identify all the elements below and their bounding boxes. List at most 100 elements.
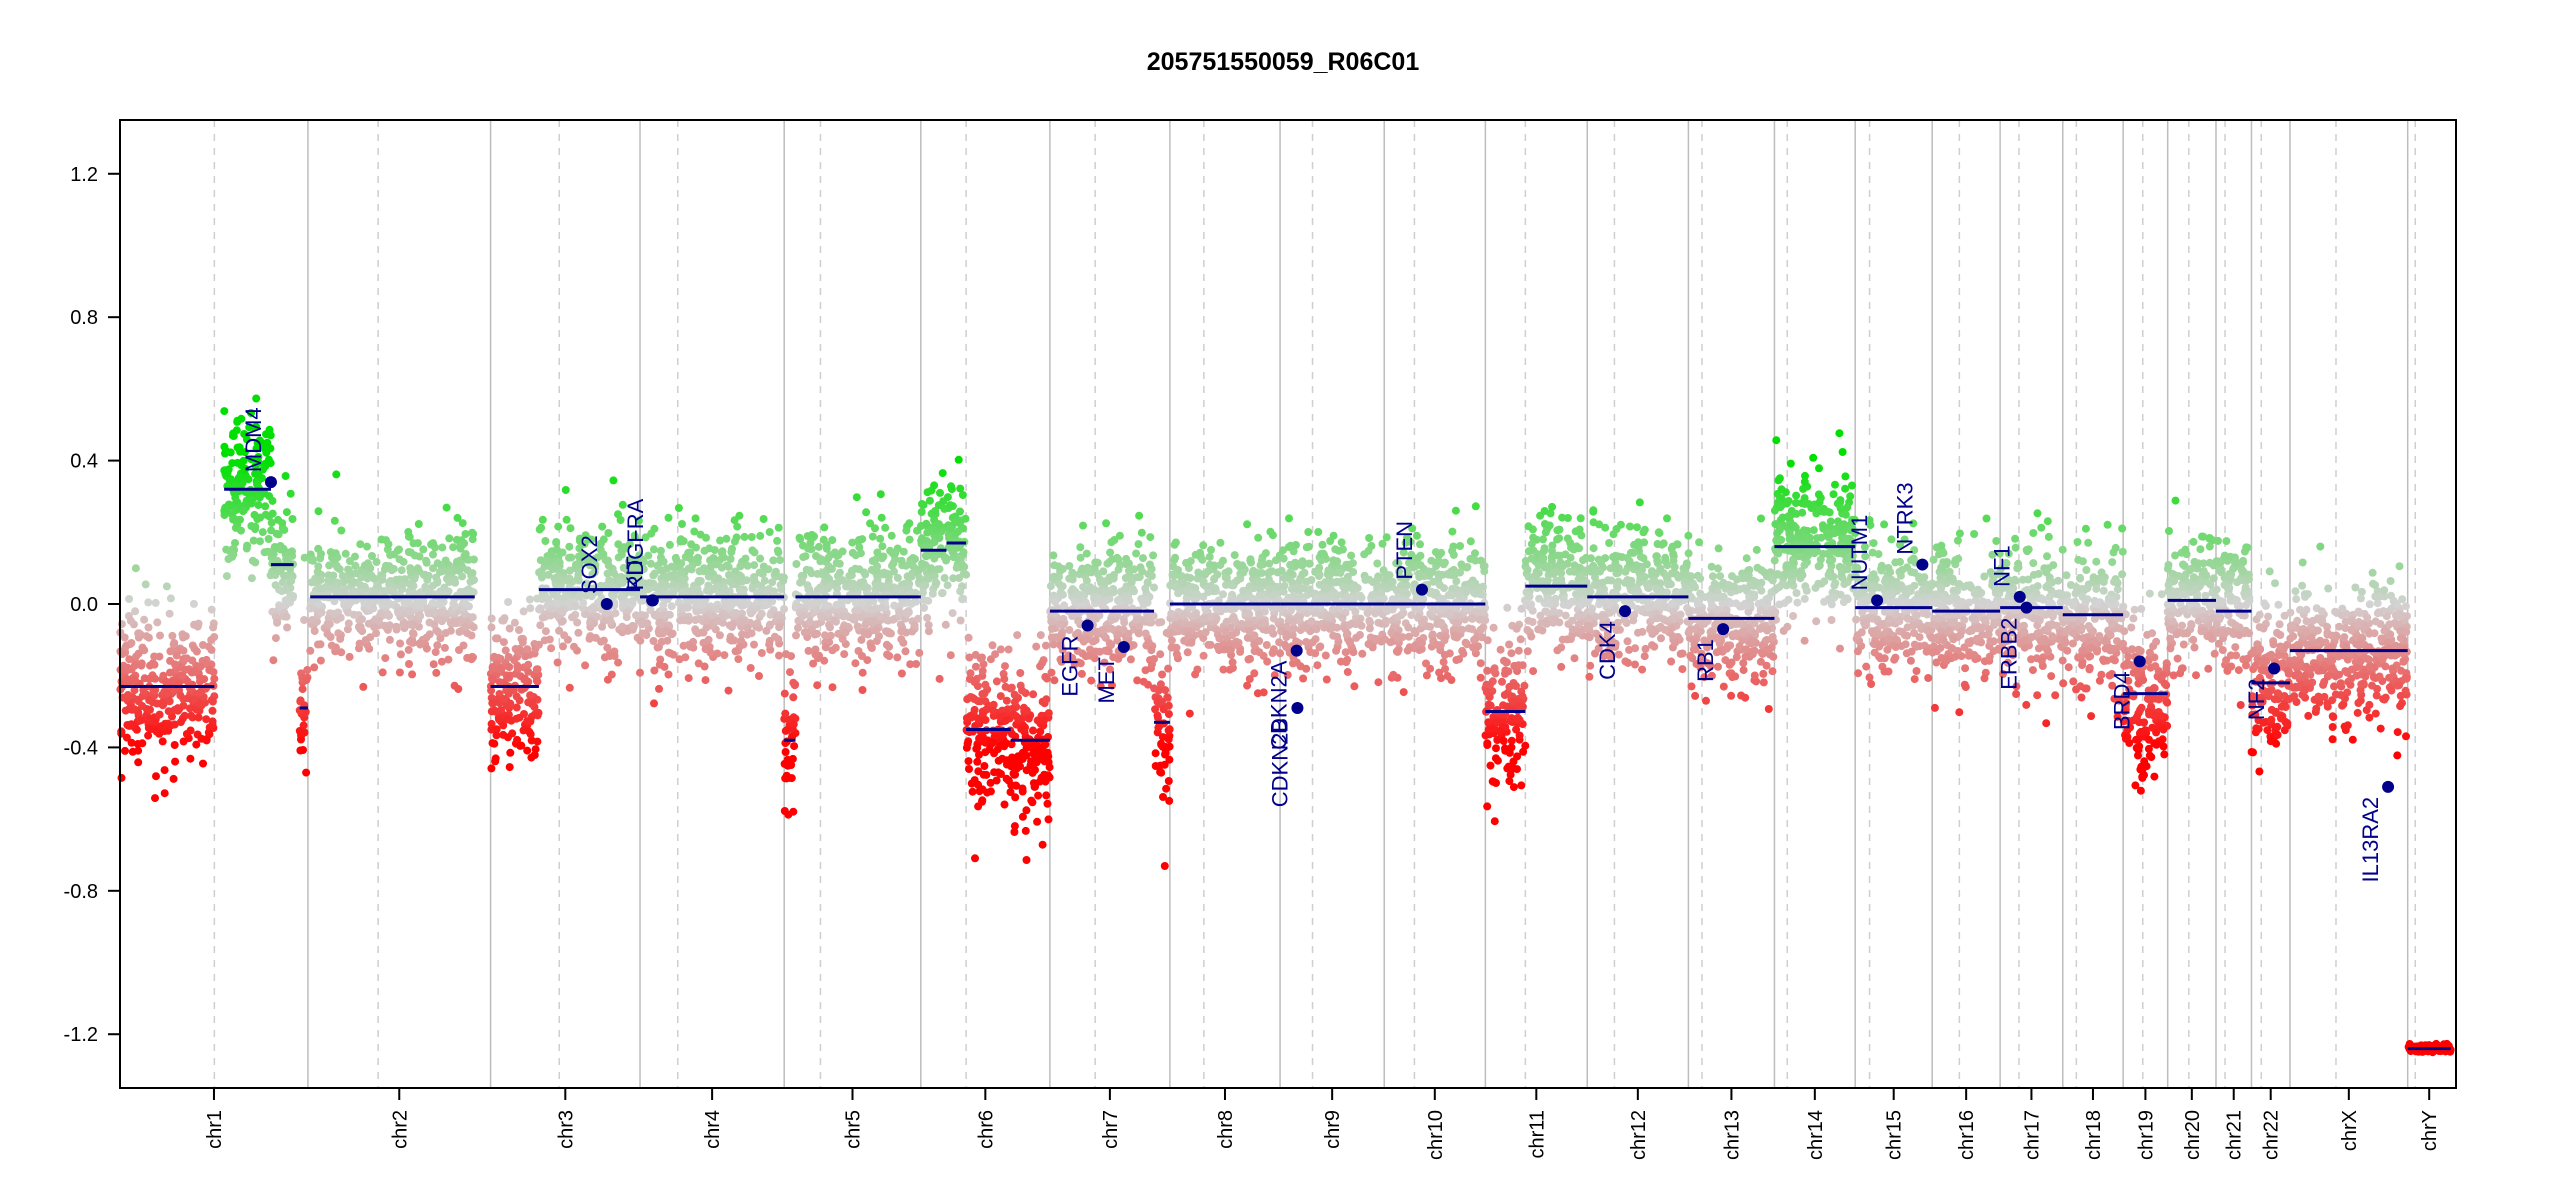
probe-point [1156, 761, 1165, 770]
probe-point [902, 526, 911, 535]
probe-point [254, 501, 263, 509]
probe-point [341, 549, 350, 558]
probe-point [1007, 683, 1016, 692]
probe-point [1110, 536, 1119, 544]
probe-point [140, 615, 149, 624]
probe-point [310, 627, 319, 636]
probe-point [601, 556, 610, 565]
probe-point [251, 462, 260, 470]
probe-point [125, 595, 134, 603]
probe-point [332, 470, 341, 479]
probe-point [1292, 637, 1301, 646]
probe-point [779, 573, 788, 582]
probe-point [406, 620, 415, 629]
probe-point [938, 469, 947, 478]
probe-point [1185, 709, 1194, 718]
probe-point [897, 635, 906, 644]
probe-point [680, 616, 689, 625]
probe-point [357, 588, 366, 597]
probe-point [1134, 540, 1143, 549]
probe-point [867, 644, 876, 652]
probe-point [166, 594, 175, 603]
probe-point [1041, 641, 1050, 650]
probe-point [541, 537, 550, 545]
probe-point [407, 548, 415, 557]
probe-point [581, 661, 590, 670]
probe-point [1158, 670, 1167, 679]
probe-point [838, 611, 847, 620]
probe-point [538, 515, 547, 524]
probe-point [199, 759, 207, 768]
probe-point [956, 616, 965, 625]
probe-point [271, 612, 280, 621]
probe-point [1350, 682, 1359, 691]
probe-point [618, 622, 627, 631]
probe-point [1463, 586, 1472, 595]
probe-point [1215, 634, 1224, 643]
probe-point [283, 623, 292, 632]
probe-point [207, 605, 216, 614]
probe-point [344, 608, 353, 617]
probe-point [970, 695, 979, 703]
probe-point [431, 648, 440, 657]
probe-point [491, 754, 500, 763]
probe-point [438, 543, 447, 552]
probe-point [1332, 646, 1341, 655]
probe-point [1392, 586, 1401, 595]
probe-point [1163, 693, 1172, 702]
probe-point [231, 539, 239, 547]
probe-point [370, 623, 379, 632]
probe-point [196, 662, 205, 671]
probe-point [636, 636, 645, 645]
probe-point [168, 631, 177, 640]
probe-point [288, 515, 297, 523]
probe-point [1164, 735, 1173, 744]
probe-point [687, 540, 696, 549]
probe-point [1239, 568, 1248, 577]
probe-point [221, 503, 230, 512]
probe-point [268, 496, 277, 505]
probe-point [430, 620, 439, 629]
probe-point [1160, 862, 1169, 870]
probe-point [451, 602, 460, 611]
probe-point [240, 430, 249, 438]
probe-point [964, 757, 973, 766]
probe-point [795, 533, 804, 542]
probe-point [721, 585, 730, 594]
probe-point [1440, 651, 1449, 659]
probe-point [130, 661, 139, 670]
probe-point [127, 738, 136, 747]
probe-point [461, 600, 470, 608]
probe-point [1318, 540, 1327, 549]
probe-point [1342, 560, 1351, 569]
probe-point [302, 676, 311, 685]
probe-point [192, 647, 201, 656]
probe-point [954, 527, 963, 536]
probe-point [657, 566, 666, 575]
probe-point [171, 757, 180, 766]
probe-point [506, 748, 515, 757]
probe-point [251, 522, 260, 531]
probe-point [158, 722, 167, 730]
probe-point [605, 616, 614, 625]
probe-point [727, 548, 736, 556]
probe-point [883, 650, 892, 659]
probe-point [1286, 560, 1295, 569]
probe-point [566, 566, 574, 575]
probe-point [1268, 649, 1277, 657]
probe-point [755, 587, 764, 596]
probe-point [299, 746, 307, 754]
probe-point [798, 577, 806, 585]
probe-point [835, 559, 844, 568]
probe-point [160, 789, 169, 798]
probe-point [1437, 618, 1446, 627]
probe-point [319, 584, 328, 593]
probe-point [1371, 609, 1380, 618]
probe-point [736, 562, 745, 571]
probe-point [456, 542, 465, 551]
probe-point [1289, 592, 1298, 600]
probe-point [1374, 678, 1383, 687]
probe-point [719, 553, 728, 562]
probe-point [487, 719, 496, 728]
probe-point [492, 634, 500, 643]
